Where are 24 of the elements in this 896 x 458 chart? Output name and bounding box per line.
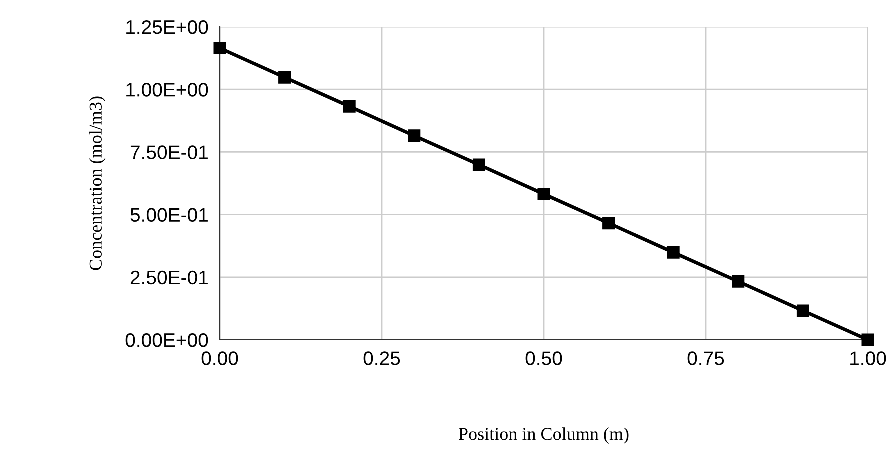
- y-tick-label: 1.25E+00: [126, 20, 208, 34]
- point: [343, 100, 356, 113]
- point: [862, 334, 874, 346]
- point: [602, 217, 616, 230]
- y-tick-label: 1.00E+00: [126, 83, 208, 97]
- point: [667, 246, 680, 259]
- point: [278, 71, 292, 84]
- x-tick-label: 0.75: [688, 352, 724, 366]
- point: [472, 158, 486, 172]
- point: [408, 130, 421, 142]
- x-axis-title: Position in Column (m): [459, 428, 629, 444]
- point: [796, 304, 810, 318]
- x-tick-label: 0.25: [364, 352, 400, 366]
- y-tick-label: 2.50E-01: [130, 270, 208, 285]
- point: [538, 188, 550, 201]
- x-tick-label: 0.00: [202, 352, 238, 366]
- y-axis-title: Concentration (mol/m3): [89, 96, 106, 270]
- y-tick-label: 5.00E-01: [130, 208, 208, 222]
- y-tick-label: 0.00E+00: [126, 333, 208, 348]
- x-tick-label: 1.00: [850, 352, 886, 366]
- y-tick-label: 7.50E-01: [130, 146, 208, 160]
- point: [732, 275, 745, 288]
- point: [214, 42, 226, 55]
- x-tick-label: 0.50: [526, 352, 562, 366]
